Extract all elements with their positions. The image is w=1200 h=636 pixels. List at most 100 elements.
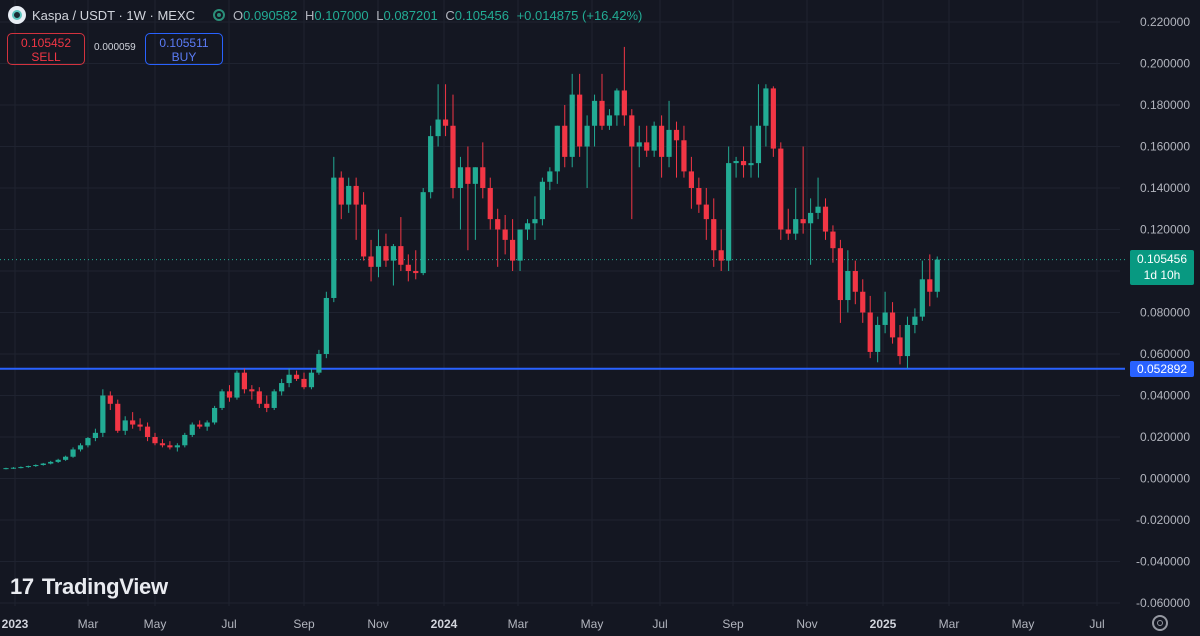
candle bbox=[122, 416, 128, 435]
candle bbox=[85, 437, 91, 448]
candle bbox=[711, 198, 717, 267]
symbol-header: Kaspa / USDT · 1W · MEXC O0.090582 H0.10… bbox=[0, 0, 646, 30]
candle bbox=[621, 46, 627, 126]
high-value: 0.107000 bbox=[314, 7, 369, 23]
close-label: C bbox=[445, 7, 455, 23]
open-label: O bbox=[233, 7, 244, 23]
y-tick-label: 0.060000 bbox=[1140, 347, 1190, 361]
candle-body bbox=[852, 271, 858, 292]
candle-body bbox=[368, 256, 374, 267]
candle-body bbox=[837, 248, 843, 301]
candle bbox=[293, 370, 300, 381]
tradingview-mark-icon: 17 bbox=[10, 574, 34, 599]
candle bbox=[644, 125, 650, 157]
symbol-title[interactable]: Kaspa / USDT · 1W · MEXC bbox=[32, 7, 196, 23]
x-tick-label: Sep bbox=[293, 617, 315, 631]
candle-body bbox=[10, 467, 17, 469]
candle-body bbox=[48, 461, 54, 464]
candle-body bbox=[286, 374, 292, 384]
candle-body bbox=[718, 250, 724, 261]
candle bbox=[912, 308, 918, 334]
tradingview-logo[interactable]: 17 TradingView bbox=[10, 574, 168, 600]
y-tick-label: 0.220000 bbox=[1140, 15, 1190, 29]
candles bbox=[3, 46, 940, 470]
candle bbox=[837, 239, 843, 323]
candle-body bbox=[301, 378, 307, 388]
candle-body bbox=[882, 312, 888, 325]
candle bbox=[137, 418, 143, 431]
candle bbox=[539, 177, 545, 226]
candle bbox=[606, 109, 613, 130]
candle bbox=[733, 156, 739, 178]
candle-body bbox=[264, 403, 270, 408]
candle-body bbox=[711, 219, 717, 251]
x-tick-label: Sep bbox=[722, 617, 744, 631]
candle-body bbox=[696, 188, 702, 205]
candle-body bbox=[524, 223, 531, 230]
candle-body bbox=[733, 161, 739, 164]
x-axis: 2023 Mar May Jul Sep Nov 2024 Mar May Jul Sep Nov 20… bbox=[2, 617, 1105, 631]
candle bbox=[182, 432, 188, 448]
candle-body bbox=[234, 372, 240, 398]
candle-body bbox=[569, 94, 575, 157]
countdown-value: 1d 10h bbox=[1143, 268, 1181, 282]
candle-body bbox=[659, 125, 665, 157]
candle-body bbox=[122, 420, 128, 431]
candle-body bbox=[413, 271, 419, 274]
candle-body bbox=[726, 163, 732, 261]
candle-body bbox=[107, 395, 113, 404]
candle bbox=[659, 115, 665, 178]
candle bbox=[793, 188, 799, 240]
candle-body bbox=[778, 148, 784, 230]
candle-body bbox=[390, 246, 396, 261]
candle bbox=[234, 370, 240, 400]
candle-body bbox=[435, 119, 441, 137]
y-tick-label: 0.140000 bbox=[1140, 181, 1190, 195]
candle-body bbox=[510, 239, 516, 261]
candle-body bbox=[904, 324, 911, 357]
candle bbox=[651, 121, 657, 157]
candle-body bbox=[875, 324, 881, 352]
candle-body bbox=[897, 337, 903, 357]
candle-body bbox=[226, 391, 233, 398]
market-status-icon bbox=[213, 9, 226, 21]
y-axis: 0.220000 0.200000 0.180000 0.160000 0.140000… bbox=[1136, 15, 1190, 610]
y-tick-label: -0.020000 bbox=[1136, 513, 1190, 527]
candle-body bbox=[666, 129, 672, 157]
candle bbox=[562, 105, 568, 168]
candle-body bbox=[584, 125, 590, 147]
candle-body bbox=[673, 129, 680, 141]
candle bbox=[487, 177, 493, 230]
candle bbox=[517, 229, 523, 271]
candle bbox=[808, 198, 814, 265]
candle-body bbox=[144, 426, 151, 437]
candle bbox=[547, 167, 553, 191]
candle bbox=[144, 422, 151, 442]
candle-body bbox=[591, 100, 598, 126]
candle-body bbox=[159, 443, 166, 446]
candle-body bbox=[77, 445, 84, 450]
y-tick-label: 0.040000 bbox=[1140, 389, 1190, 403]
candle-body bbox=[830, 231, 836, 249]
candle-body bbox=[241, 372, 247, 390]
sell-button[interactable]: 0.105452 SELL bbox=[7, 33, 85, 65]
candle bbox=[301, 372, 307, 390]
candle-body bbox=[562, 125, 568, 157]
candle bbox=[778, 142, 784, 240]
x-tick-label: 2024 bbox=[431, 617, 458, 631]
candle bbox=[256, 387, 262, 408]
candle bbox=[875, 316, 881, 363]
candle-body bbox=[770, 88, 776, 149]
candle-body bbox=[465, 167, 471, 184]
candle-body bbox=[800, 219, 806, 224]
candle bbox=[226, 385, 233, 402]
open-value: 0.090582 bbox=[243, 7, 298, 23]
candle-body bbox=[219, 391, 225, 408]
buy-button[interactable]: 0.105511 BUY bbox=[145, 33, 223, 65]
settings-gear-icon[interactable] bbox=[1152, 615, 1168, 631]
candle-body bbox=[606, 115, 613, 126]
candle bbox=[688, 156, 694, 209]
candle-body bbox=[25, 466, 31, 468]
candle-body bbox=[785, 229, 791, 234]
